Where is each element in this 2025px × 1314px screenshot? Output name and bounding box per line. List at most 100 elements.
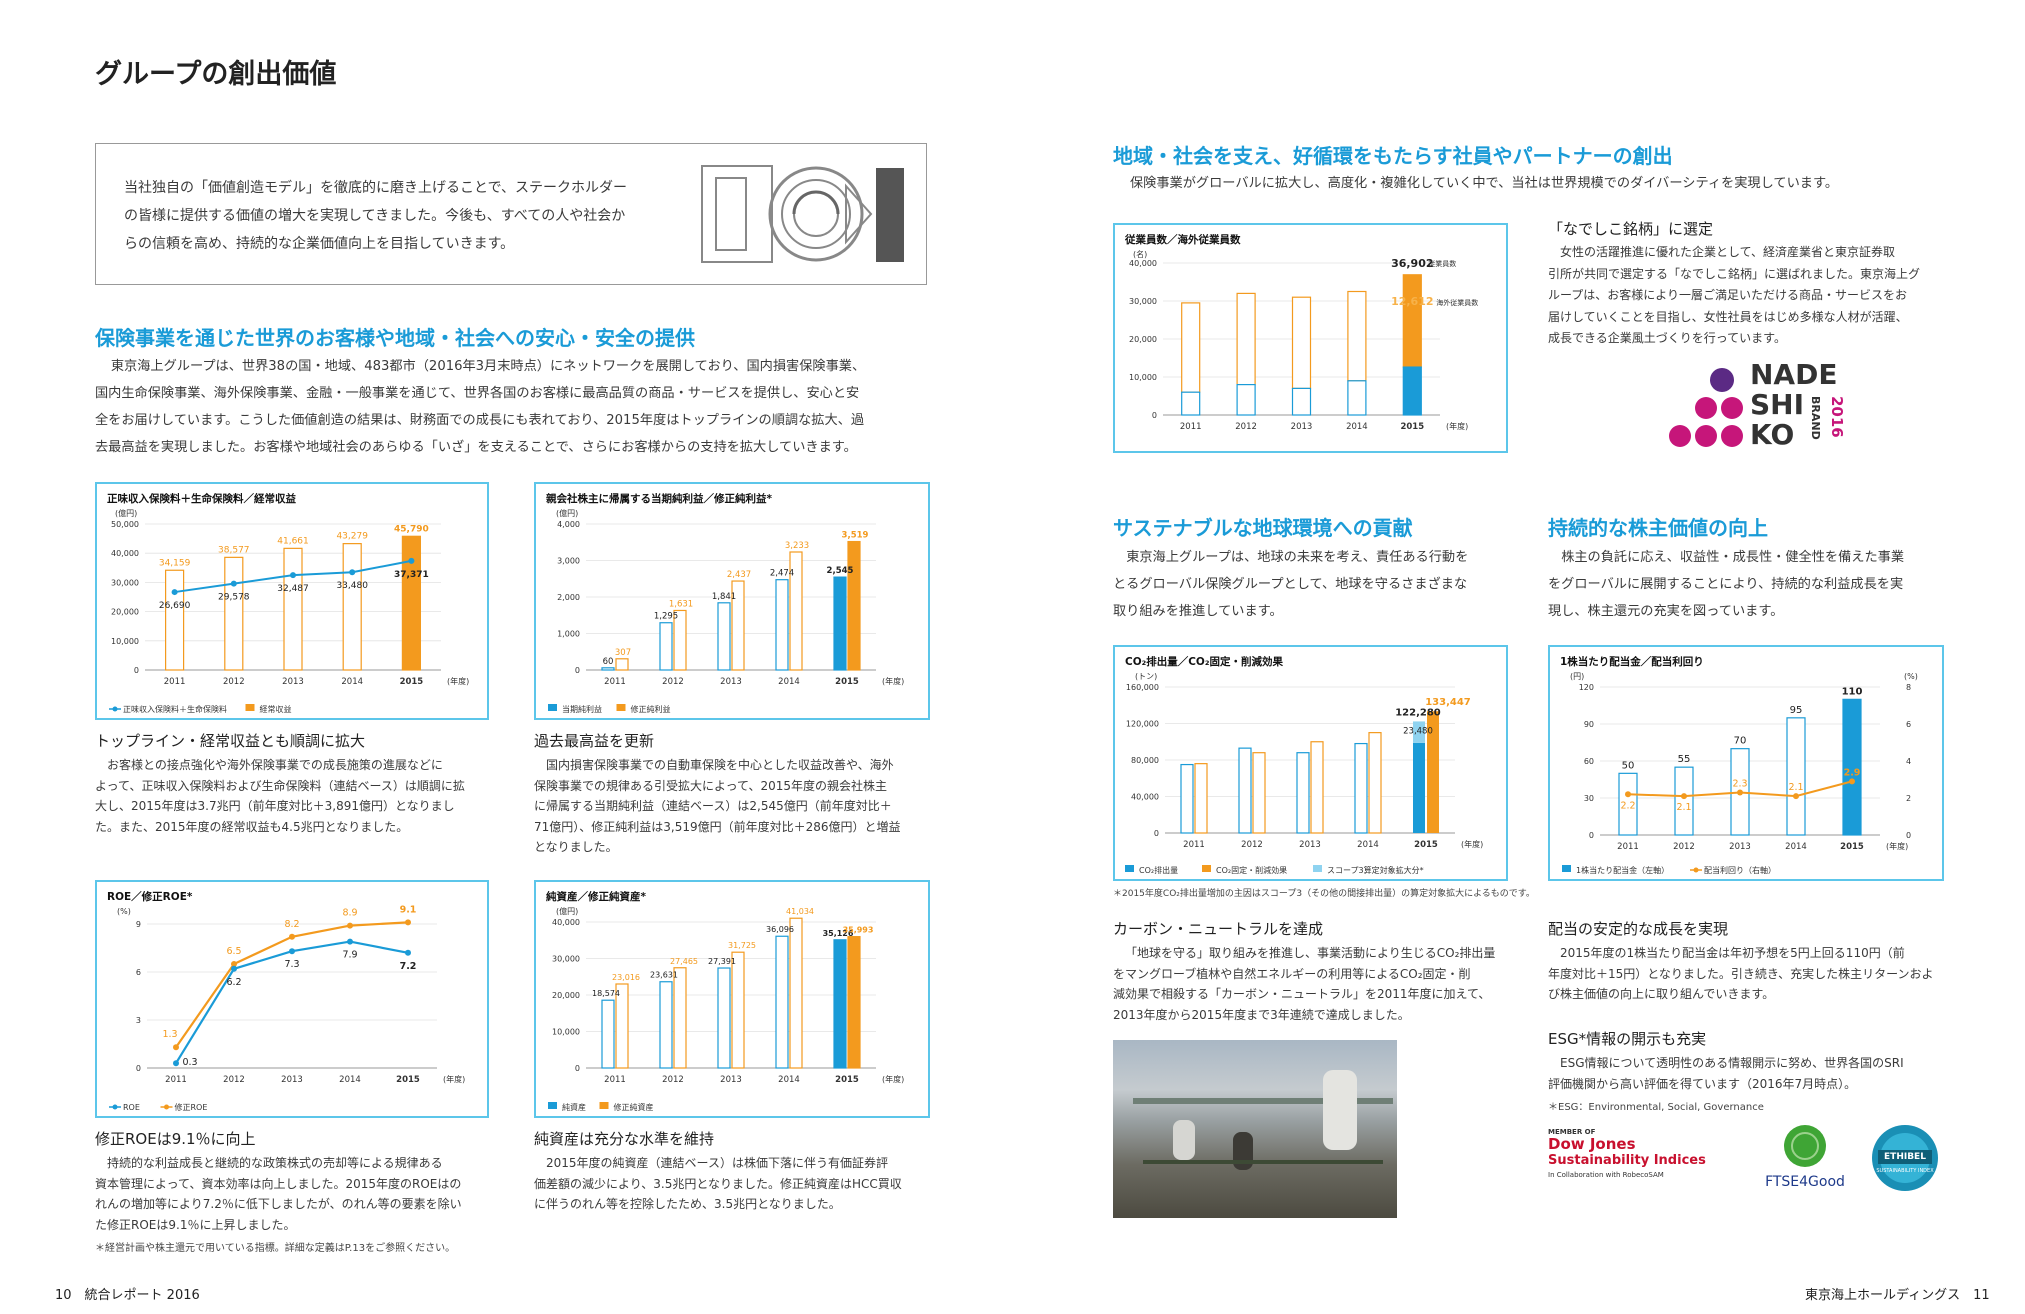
legend-marker [112,1104,118,1110]
footer-right: 東京海上ホールディングス 11 [1805,1288,1990,1303]
data-label-dividend: 55 [1678,754,1691,765]
bar-net-assets [601,999,615,1069]
bar-overseas-employees [1236,384,1256,416]
x-tick-label: 2014 [1346,422,1368,432]
legend-swatch [1125,865,1134,872]
data-label-roe: 7.3 [284,959,299,970]
legend-label: CO₂固定・削減効果 [1216,865,1287,875]
bar-domestic-employees [1181,302,1201,393]
data-label-net-assets: 23,631 [650,971,678,980]
ftse4good-logo: FTSE4Good [1760,1122,1850,1192]
x-tick-label: 2012 [223,677,245,687]
caption-net-assets: 純資産は充分な水準を維持 2015年度の純資産（連結ベース）は株価下落に伴う有価… [534,1130,902,1211]
x-tick-label: 2014 [1357,840,1379,850]
y-unit-label: (億円) [556,508,578,518]
ethibel-badge-icon [1872,1125,1938,1191]
section-title-environment: サステナブルな地球環境への貢献 [1113,516,1413,540]
data-label-net-income: 2,474 [770,569,794,579]
y-tick-label: 0 [134,666,139,675]
data-label-premiums: 32,487 [277,584,309,594]
bar-co2-offset [1427,711,1439,833]
x-tick-label: 2013 [720,1075,742,1085]
x-tick-label: 2012 [1241,840,1263,850]
section-body-insurance: 東京海上グループは、世界38の国・地域、483都市（2016年3月末時点）にネッ… [95,359,866,455]
data-label-dividend: 70 [1734,736,1747,747]
chart-net-assets-svg: 純資産／修正純資産* (億円) 0 10,000 20,000 30,000 40,000 2… [546,890,904,1112]
nadeshiko-year: 2016 [1828,396,1846,438]
bar-co2-emissions [1296,752,1310,834]
bar-domestic-employees [1402,274,1422,368]
x-tick-label: 2011 [1180,422,1202,432]
y-tick-right-label: 6 [1906,720,1911,729]
x-unit-label: (年度) [447,676,469,686]
data-label-total-name: 従業員数 [1428,259,1456,268]
line-adjusted-roe [175,921,409,1048]
y-tick-label: 30,000 [552,955,580,964]
data-label-dividend: 50 [1622,760,1635,771]
legend-marker [164,1104,169,1110]
bar-adjusted-net-assets [673,967,687,1069]
bar-adjusted-net-assets [847,936,861,1069]
data-label-roe: 6.2 [226,977,241,988]
x-tick-label: 2011 [164,677,186,687]
nadeshiko-dots-icon [1669,368,1743,447]
legend-swatch [1562,865,1571,872]
point-premiums [349,569,356,576]
chart-roe: ROE／修正ROE* (%) 0 3 6 9 2011 2012 2013 2014 2015 (年度… [95,880,489,1118]
chart-employees: 従業員数／海外従業員数 (名) 0 10,000 20,000 30,000 40,000 2… [1113,223,1508,453]
x-tick-label: 2013 [720,677,742,687]
bar-co2-emissions [1354,742,1368,834]
y-tick-label: 30 [1584,794,1594,803]
x-tick-label: 2015 [1400,422,1424,432]
data-label-premiums: 33,480 [336,581,368,591]
footer-left: 10 統合レポート 2016 [55,1288,200,1303]
bar-net-income [659,622,673,671]
data-label-revenue: 34,159 [159,558,191,568]
y-tick-label: 9 [136,920,141,929]
x-unit-label: (年度) [882,1074,904,1084]
legend-label: 1株当たり配当金（左軸） [1576,865,1669,875]
data-label-revenue: 38,577 [218,545,250,555]
y-unit-right-label: (%) [1904,672,1918,681]
x-tick-label: 2013 [1299,840,1321,850]
legend-swatch [1202,865,1211,872]
x-tick-label: 2013 [1291,422,1313,432]
caption-roe: 修正ROEは9.1％に向上 持続的な利益成長と継続的な政策株式の売却等による規律… [95,1128,495,1254]
data-label-roe: 0.3 [182,1057,197,1068]
data-label-roe: 7.9 [342,950,357,961]
legend-label: 正味収入保険料＋生命保険料 [123,704,227,714]
y-tick-label: 160,000 [1126,683,1159,692]
y-tick-label: 3 [136,1016,141,1025]
y-tick-label: 1,000 [557,630,580,639]
chart-title: 従業員数／海外従業員数 [1124,233,1241,246]
bar-net-assets [833,939,847,1069]
point-adjusted-roe [289,933,295,940]
y-tick-label: 60 [1584,757,1594,766]
section-body-environment: 東京海上グループは、地球の未来を考え、責任ある行動を とるグローバル保険グループ… [1113,550,1469,619]
data-label-adjusted-net-assets: 35,993 [843,926,874,935]
data-label-net-assets: 27,391 [708,957,736,966]
legend-label: 当期純利益 [562,704,602,714]
x-tick-label: 2011 [604,1075,626,1085]
y-tick-label: 80,000 [1131,756,1159,765]
x-tick-label: 2012 [1235,422,1257,432]
point-roe [405,949,411,956]
legend-swatch [245,704,255,711]
data-label-premiums: 37,371 [394,570,429,580]
data-label-net-assets: 35,126 [823,929,854,938]
bar-adjusted-net-assets [789,917,803,1069]
data-label-adjusted-income: 3,233 [785,541,809,551]
ethibel-logo: ETHIBEL SUSTAINABILITY INDEX [1870,1118,1940,1198]
chart-net-income: 親会社株主に帰属する当期純利益／修正純利益* (億円) 0 1,000 2,000 3,0… [534,482,930,720]
legend-label: 修正ROE [175,1102,208,1112]
bar-net-assets [717,967,731,1069]
chart-dividend: 1株当たり配当金／配当利回り (円) 0 30 60 90 120 2011 2012 2013 2… [1548,645,1944,881]
data-label-adjusted-net-assets: 41,034 [786,907,814,916]
y-tick-right-label: 2 [1906,794,1911,803]
chart-roe-svg: ROE／修正ROE* (%) 0 3 6 9 2011 2012 2013 2014 2015 (年度… [107,890,465,1112]
x-tick-label: 2013 [282,677,304,687]
x-tick-label: 2011 [1183,840,1205,850]
bar-dividend [1842,698,1862,836]
legend-marker [112,706,118,712]
